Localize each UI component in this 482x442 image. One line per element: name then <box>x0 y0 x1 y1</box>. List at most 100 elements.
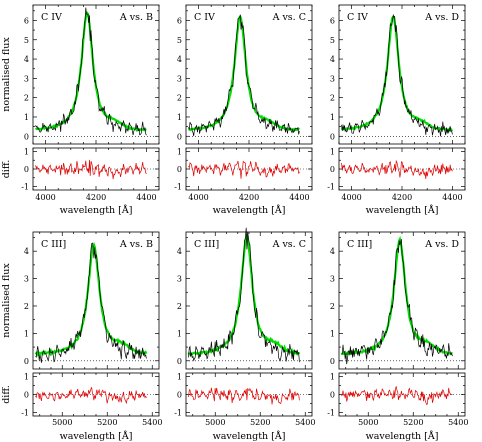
x-tick-label: 4400 <box>442 193 462 202</box>
ion-label: C III] <box>347 239 372 250</box>
y-tick-label: 3 <box>24 74 29 83</box>
spectrum-D <box>341 13 453 137</box>
spectrum-B <box>35 242 147 363</box>
x-axis-label: wavelength [Å] <box>366 430 439 442</box>
panel-5: 5000 5200 5400 0 1 2 3 4 -1 0 1 C III] A vs. C wavele… <box>174 227 315 442</box>
y-tick-label: 0 <box>177 132 182 141</box>
x-tick-label: 4000 <box>188 193 208 202</box>
y-tick-label: 2 <box>177 302 182 311</box>
flux-panel-frame <box>185 4 313 145</box>
x-tick-label: 4200 <box>392 193 412 202</box>
x-tick-label: 4400 <box>289 193 309 202</box>
difference-spectrum <box>341 386 453 405</box>
comparison-label: A vs. D <box>424 12 459 23</box>
comparison-label: A vs. D <box>424 239 459 250</box>
y-tick-label: 5 <box>330 36 335 45</box>
panel-1: 4000 4200 4400 0 1 2 3 4 5 6 -1 0 1 C IV A vs. B wavele… <box>1 4 160 216</box>
ion-label: C III] <box>194 239 219 250</box>
y-tick-label: 4 <box>24 55 29 64</box>
panel-4: 5000 5200 5400 0 1 2 3 4 -1 0 1 C III] A vs. B wavele… <box>1 231 162 442</box>
y-tick-label: 1 <box>24 113 29 122</box>
diff-y-tick-label: 1 <box>24 148 29 157</box>
y-tick-label: 1 <box>330 113 335 122</box>
spectrum-A <box>34 242 148 357</box>
spectrum-B <box>35 7 147 136</box>
y-tick-label: 2 <box>24 302 29 311</box>
diff-y-tick-label: 0 <box>24 391 29 400</box>
difference-spectrum <box>188 387 300 405</box>
y-axis-label: normalised flux <box>1 263 12 338</box>
y-tick-label: 0 <box>24 132 29 141</box>
x-tick-label: 4200 <box>239 193 259 202</box>
comparison-label: A vs. B <box>119 239 153 250</box>
diff-y-tick-label: 0 <box>177 165 182 174</box>
x-tick-label: 5400 <box>142 418 162 427</box>
y-tick-label: 0 <box>330 132 335 141</box>
y-tick-label: 5 <box>177 36 182 45</box>
ion-label: C IV <box>347 12 368 23</box>
diff-y-tick-label: -1 <box>174 183 182 192</box>
comparison-label: A vs. B <box>119 12 153 23</box>
y-tick-label: 6 <box>177 16 182 25</box>
y-tick-label: 3 <box>177 74 182 83</box>
y-tick-label: 2 <box>24 94 29 103</box>
y-tick-label: 1 <box>177 329 182 338</box>
panel-3: 4000 4200 4400 0 1 2 3 4 5 6 -1 0 1 C IV A vs. D wavele… <box>327 4 466 216</box>
ion-label: C IV <box>194 12 215 23</box>
difference-spectrum <box>35 159 147 180</box>
x-tick-label: 5200 <box>250 418 270 427</box>
y-tick-label: 4 <box>330 247 335 256</box>
y-tick-label: 1 <box>177 113 182 122</box>
y-tick-label: 4 <box>330 55 335 64</box>
y-tick-label: 3 <box>330 275 335 284</box>
y-tick-label: 1 <box>24 329 29 338</box>
y-tick-label: 0 <box>24 357 29 366</box>
x-axis-label: wavelength [Å] <box>60 430 133 442</box>
diff-y-tick-label: 1 <box>177 373 182 382</box>
difference-spectrum <box>35 386 147 405</box>
spectrum-A <box>340 235 453 356</box>
x-tick-label: 5400 <box>448 418 468 427</box>
x-tick-label: 5200 <box>97 418 117 427</box>
diff-y-tick-label: 1 <box>177 148 182 157</box>
flux-panel-frame <box>338 4 466 145</box>
y-tick-label: 3 <box>330 74 335 83</box>
spectrum-D <box>341 239 453 365</box>
diff-y-tick-label: -1 <box>21 183 29 192</box>
x-tick-label: 4000 <box>341 193 361 202</box>
diff-y-tick-label: -1 <box>21 408 29 417</box>
diff-axis-label: diff. <box>1 385 12 404</box>
y-tick-label: 3 <box>177 275 182 284</box>
ion-label: C IV <box>41 12 62 23</box>
panel-2: 4000 4200 4400 0 1 2 3 4 5 6 -1 0 1 C IV A vs. C wavele… <box>174 4 313 216</box>
difference-spectrum <box>341 159 453 179</box>
x-axis-label: wavelength [Å] <box>366 204 439 216</box>
panel-6: 5000 5200 5400 0 1 2 3 4 -1 0 1 C III] A vs. D wavele… <box>327 231 468 442</box>
x-tick-label: 5000 <box>52 418 72 427</box>
spectrum-A <box>35 11 147 133</box>
spectrum-C <box>188 227 300 363</box>
y-tick-label: 4 <box>24 247 29 256</box>
y-tick-label: 6 <box>330 16 335 25</box>
y-tick-label: 1 <box>330 329 335 338</box>
diff-y-tick-label: 1 <box>24 373 29 382</box>
y-tick-label: 6 <box>24 16 29 25</box>
ion-label: C III] <box>41 239 66 250</box>
x-tick-label: 5200 <box>403 418 423 427</box>
diff-y-tick-label: 0 <box>24 165 29 174</box>
diff-y-tick-label: 1 <box>330 148 335 157</box>
y-axis-label: normalised flux <box>1 37 12 112</box>
difference-spectrum <box>188 160 300 179</box>
diff-y-tick-label: 1 <box>330 373 335 382</box>
y-tick-label: 3 <box>24 275 29 284</box>
x-axis-label: wavelength [Å] <box>60 204 133 216</box>
x-axis-label: wavelength [Å] <box>213 430 286 442</box>
y-tick-label: 5 <box>24 36 29 45</box>
y-tick-label: 4 <box>177 247 182 256</box>
diff-axis-label: diff. <box>1 160 12 179</box>
diff-y-tick-label: -1 <box>327 408 335 417</box>
x-tick-label: 4200 <box>86 193 106 202</box>
x-tick-label: 5000 <box>205 418 225 427</box>
diff-y-tick-label: 0 <box>330 165 335 174</box>
